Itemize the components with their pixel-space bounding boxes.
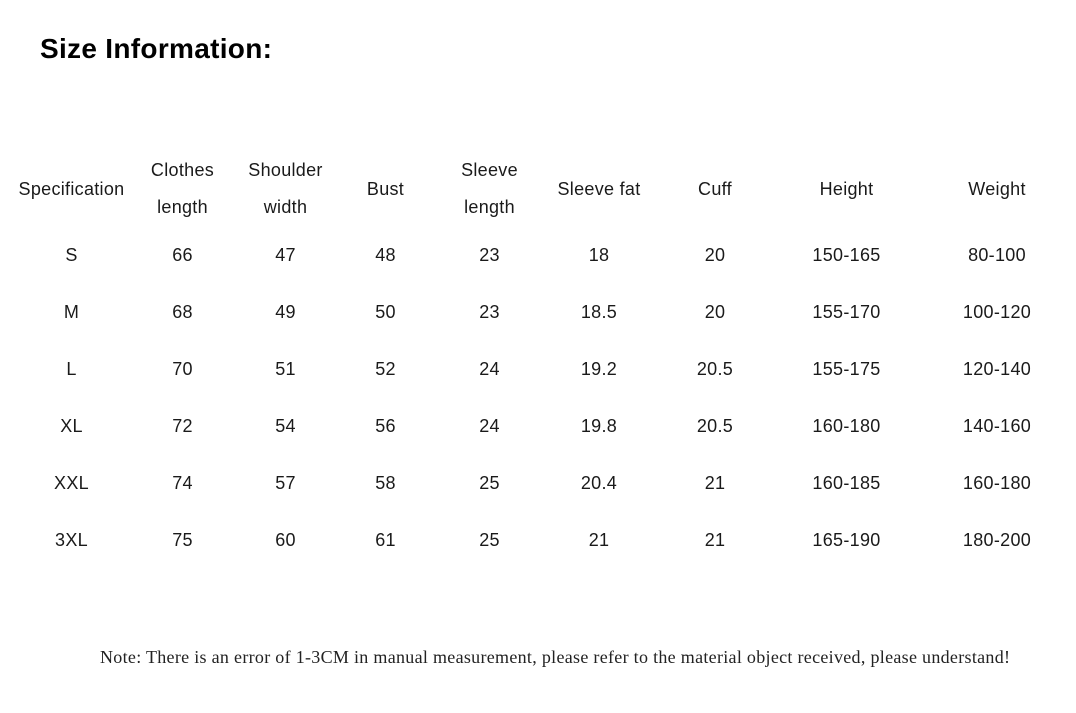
cell-bust: 50 [375, 302, 396, 322]
cell-sleeve-fat: 19.2 [580, 359, 618, 379]
column-header-weight: Weight [918, 151, 1076, 227]
cell-weight: 140-160 [962, 416, 1032, 436]
cell-bust: 61 [375, 530, 396, 550]
cell-bust: 48 [375, 245, 396, 265]
cell-cuff: 20 [704, 302, 726, 322]
cell-sleeve-length: 23 [479, 245, 500, 265]
size-table-header: Specification Clothes length Shoulder width B… [0, 151, 1076, 227]
column-header-specification: Specification [0, 151, 129, 227]
column-header-line: Weight [968, 178, 1026, 199]
column-header-line: Clothes [150, 160, 215, 180]
column-header-line: Height [819, 178, 874, 199]
column-header-line: Specification [18, 178, 125, 199]
cell-shoulder-width: 49 [275, 302, 296, 322]
cell-sleeve-length: 24 [479, 359, 500, 379]
cell-cuff: 20.5 [696, 416, 734, 436]
cell-shoulder-width: 57 [275, 473, 296, 493]
row-label: 3XL [55, 530, 88, 550]
cell-shoulder-width: 54 [275, 416, 296, 436]
column-header-shoulder-width: Shoulder width [236, 151, 335, 227]
cell-height: 165-190 [812, 530, 881, 550]
cell-shoulder-width: 60 [275, 530, 296, 550]
cell-sleeve-fat: 18.5 [580, 302, 618, 322]
size-row-xl: XL 72 54 56 24 19.8 20.5 160-180 140-160 [0, 398, 1076, 455]
cell-sleeve-fat: 21 [588, 530, 610, 550]
measurement-note: Note: There is an error of 1-3CM in manu… [100, 647, 1011, 667]
cell-cuff: 20 [704, 245, 726, 265]
size-table-body: S 66 47 48 23 18 20 150-165 80-100 M 68 49 50 23 18.5 2… [0, 227, 1076, 569]
cell-clothes-length: 68 [172, 302, 193, 322]
cell-weight: 180-200 [962, 530, 1032, 550]
cell-height: 155-175 [812, 359, 881, 379]
cell-cuff: 21 [704, 473, 726, 493]
cell-sleeve-length: 23 [479, 302, 500, 322]
size-row-s: S 66 47 48 23 18 20 150-165 80-100 [0, 227, 1076, 284]
column-header-sleeve-length: Sleeve length [436, 151, 543, 227]
cell-clothes-length: 75 [172, 530, 193, 550]
cell-shoulder-width: 51 [275, 359, 296, 379]
cell-weight: 80-100 [968, 245, 1026, 265]
column-header-line: length [157, 197, 208, 217]
cell-bust: 58 [375, 473, 396, 493]
column-header-bust: Bust [335, 151, 436, 227]
cell-height: 160-185 [812, 473, 881, 493]
row-label: M [63, 302, 80, 322]
column-header-line: Shoulder [248, 160, 323, 180]
header-row: Specification Clothes length Shoulder width B… [0, 151, 1076, 227]
cell-clothes-length: 74 [172, 473, 193, 493]
column-header-clothes-length: Clothes length [129, 151, 236, 227]
column-header-line: length [464, 197, 515, 217]
column-header-height: Height [775, 151, 918, 227]
size-row-xxl: XXL 74 57 58 25 20.4 21 160-185 160-180 [0, 455, 1076, 512]
column-header-cuff: Cuff [655, 151, 775, 227]
column-header-line: Bust [366, 178, 405, 199]
row-label: XL [60, 416, 83, 436]
row-label: XXL [54, 473, 89, 493]
cell-height: 155-170 [812, 302, 881, 322]
page-title: Size Information: [40, 33, 273, 64]
size-row-3xl: 3XL 75 60 61 25 21 21 165-190 180-200 [0, 512, 1076, 569]
column-header-sleeve-fat: Sleeve fat [543, 151, 655, 227]
column-header-line: Sleeve [461, 160, 518, 180]
cell-weight: 120-140 [962, 359, 1032, 379]
row-label: S [65, 245, 78, 265]
cell-bust: 56 [375, 416, 396, 436]
cell-weight: 160-180 [962, 473, 1032, 493]
cell-sleeve-fat: 18 [588, 245, 610, 265]
cell-height: 160-180 [812, 416, 881, 436]
cell-clothes-length: 70 [172, 359, 193, 379]
column-header-line: width [263, 197, 308, 217]
cell-cuff: 20.5 [696, 359, 734, 379]
cell-clothes-length: 72 [172, 416, 193, 436]
cell-sleeve-fat: 20.4 [580, 473, 618, 493]
size-row-l: L 70 51 52 24 19.2 20.5 155-175 120-140 [0, 341, 1076, 398]
cell-sleeve-length: 25 [479, 473, 500, 493]
cell-clothes-length: 66 [172, 245, 193, 265]
cell-sleeve-length: 25 [479, 530, 500, 550]
row-label: L [66, 359, 77, 379]
cell-cuff: 21 [704, 530, 726, 550]
cell-shoulder-width: 47 [275, 245, 296, 265]
size-row-m: M 68 49 50 23 18.5 20 155-170 100-120 [0, 284, 1076, 341]
cell-weight: 100-120 [962, 302, 1032, 322]
cell-bust: 52 [375, 359, 396, 379]
column-header-line: Cuff [698, 178, 732, 199]
size-table: Specification Clothes length Shoulder width B… [0, 151, 1076, 569]
column-header-line: Sleeve fat [557, 178, 641, 199]
cell-height: 150-165 [812, 245, 881, 265]
cell-sleeve-fat: 19.8 [580, 416, 618, 436]
cell-sleeve-length: 24 [479, 416, 500, 436]
